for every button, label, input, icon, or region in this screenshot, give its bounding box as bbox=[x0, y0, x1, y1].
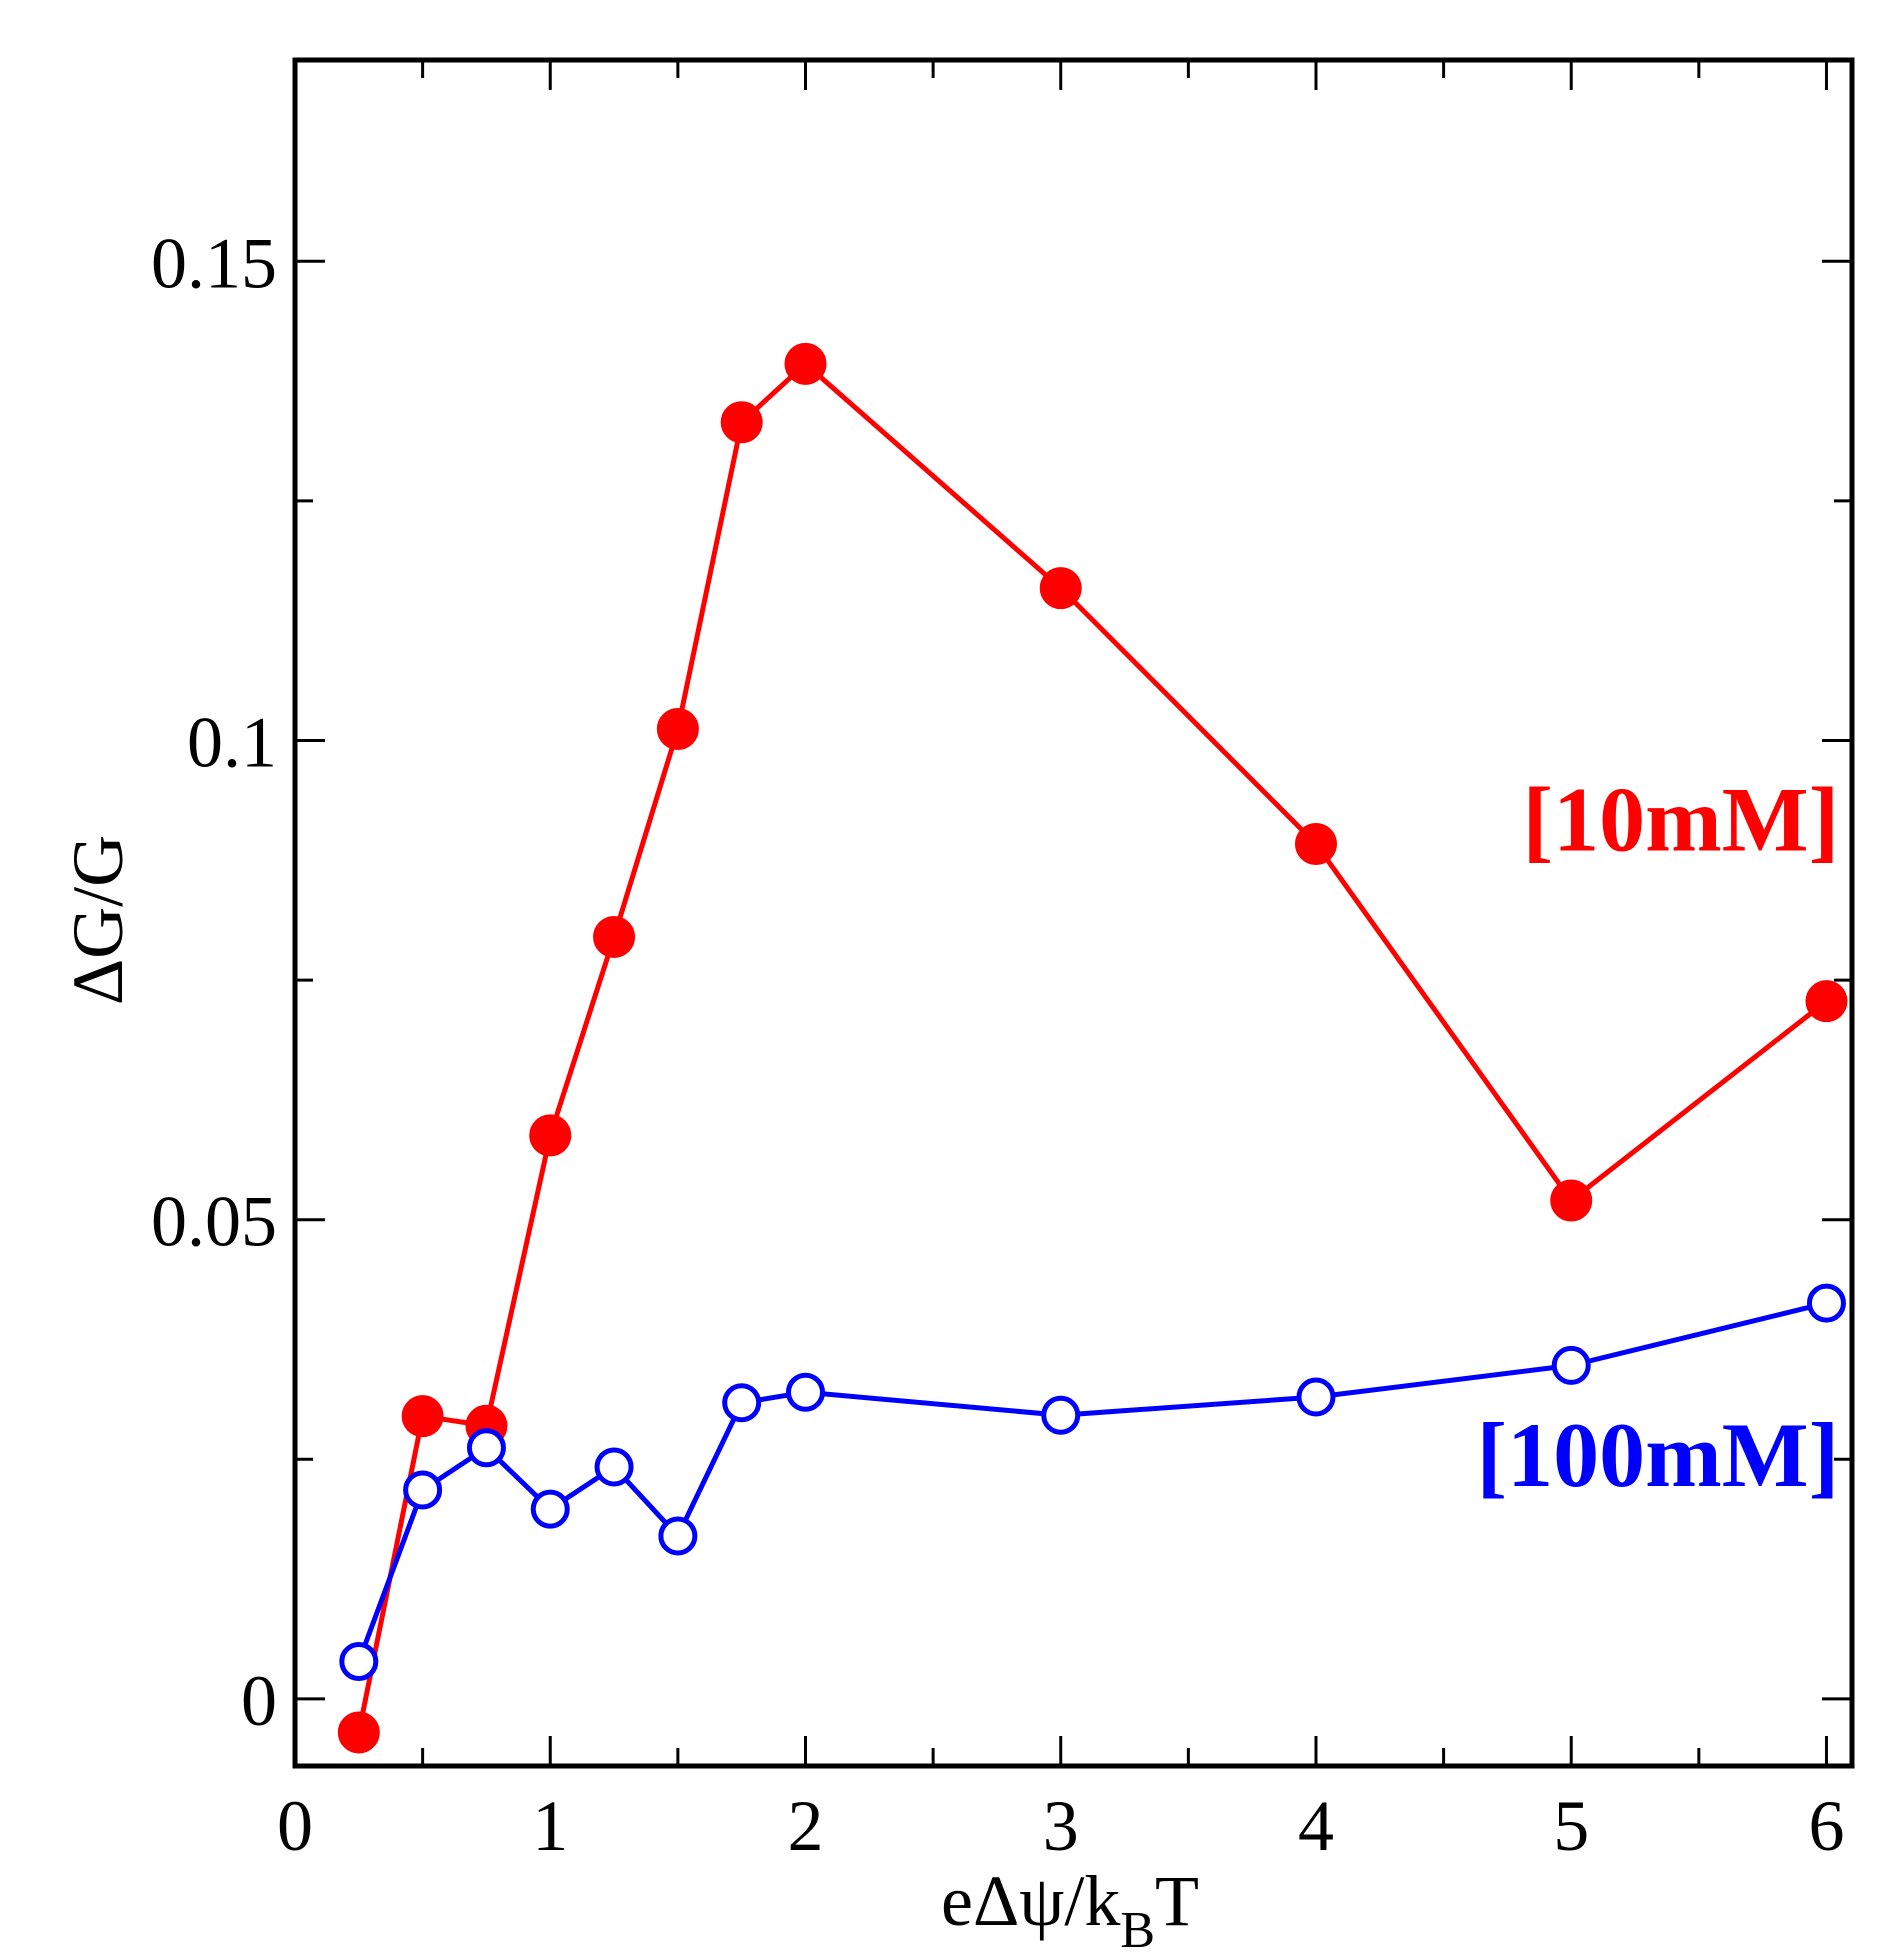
series-0-point-9 bbox=[1294, 822, 1337, 865]
series-0-point-0 bbox=[337, 1711, 380, 1754]
series-1-point-0 bbox=[339, 1642, 379, 1682]
series-annotations: [10mM] [100mM] bbox=[1476, 769, 1839, 1506]
series-label-1: [100mM] bbox=[1476, 1404, 1839, 1506]
x-tick-label-5: 5 bbox=[1553, 1786, 1589, 1866]
series-1-point-11 bbox=[1806, 1283, 1846, 1323]
series-1-point-4 bbox=[594, 1447, 634, 1487]
series-0-point-4 bbox=[593, 915, 636, 958]
series-1-point-5 bbox=[658, 1516, 698, 1556]
x-axis-title: eΔψ/kBT bbox=[941, 1861, 1199, 1954]
x-tick-label-1: 1 bbox=[532, 1786, 568, 1866]
series-1-point-3 bbox=[530, 1489, 570, 1529]
series-0-point-11 bbox=[1805, 980, 1848, 1023]
series-1-point-10 bbox=[1551, 1345, 1591, 1385]
y-tick-label-2: 0.1 bbox=[187, 702, 277, 782]
series-0-point-3 bbox=[529, 1114, 572, 1157]
x-tick-label-4: 4 bbox=[1298, 1786, 1334, 1866]
plot-frame bbox=[292, 57, 1855, 1769]
x-tick-label-3: 3 bbox=[1043, 1786, 1079, 1866]
tick-labels: 0 1 2 3 4 5 6 0 0.05 0.1 0.15 bbox=[151, 223, 1844, 1866]
y-axis-title: ΔG/G bbox=[58, 835, 138, 1005]
series-1-point-8 bbox=[1041, 1395, 1081, 1435]
y-tick-label-0: 0 bbox=[241, 1661, 277, 1741]
series-0-point-1 bbox=[401, 1395, 444, 1438]
y-tick-label-3: 0.15 bbox=[151, 223, 277, 303]
series-1 bbox=[339, 1283, 1846, 1682]
x-tick-label-2: 2 bbox=[787, 1786, 823, 1866]
series-1-point-9 bbox=[1296, 1377, 1336, 1417]
x-tick-label-0: 0 bbox=[277, 1786, 313, 1866]
series-0-line bbox=[356, 361, 1829, 1733]
series-1-point-2 bbox=[466, 1428, 506, 1468]
x-axis-title-main: eΔψ/k bbox=[941, 1861, 1120, 1941]
x-axis-title-suffix: T bbox=[1155, 1861, 1199, 1941]
series-1-point-7 bbox=[785, 1372, 825, 1412]
series-1-point-1 bbox=[403, 1470, 443, 1510]
series-0-point-5 bbox=[656, 707, 699, 750]
series-0-point-6 bbox=[720, 401, 763, 444]
series-label-0: [10mM] bbox=[1522, 769, 1839, 871]
x-axis-title-subscript: B bbox=[1120, 1902, 1155, 1954]
series-0-point-10 bbox=[1550, 1179, 1593, 1222]
axis-ticks bbox=[293, 60, 1852, 1766]
y-tick-label-1: 0.05 bbox=[151, 1182, 277, 1262]
data-series bbox=[337, 342, 1848, 1754]
series-0 bbox=[337, 342, 1848, 1754]
plot-border bbox=[292, 57, 1855, 1769]
series-1-point-6 bbox=[722, 1383, 762, 1423]
series-0-point-8 bbox=[1039, 567, 1082, 610]
x-tick-label-6: 6 bbox=[1808, 1786, 1844, 1866]
series-0-point-7 bbox=[784, 342, 827, 385]
